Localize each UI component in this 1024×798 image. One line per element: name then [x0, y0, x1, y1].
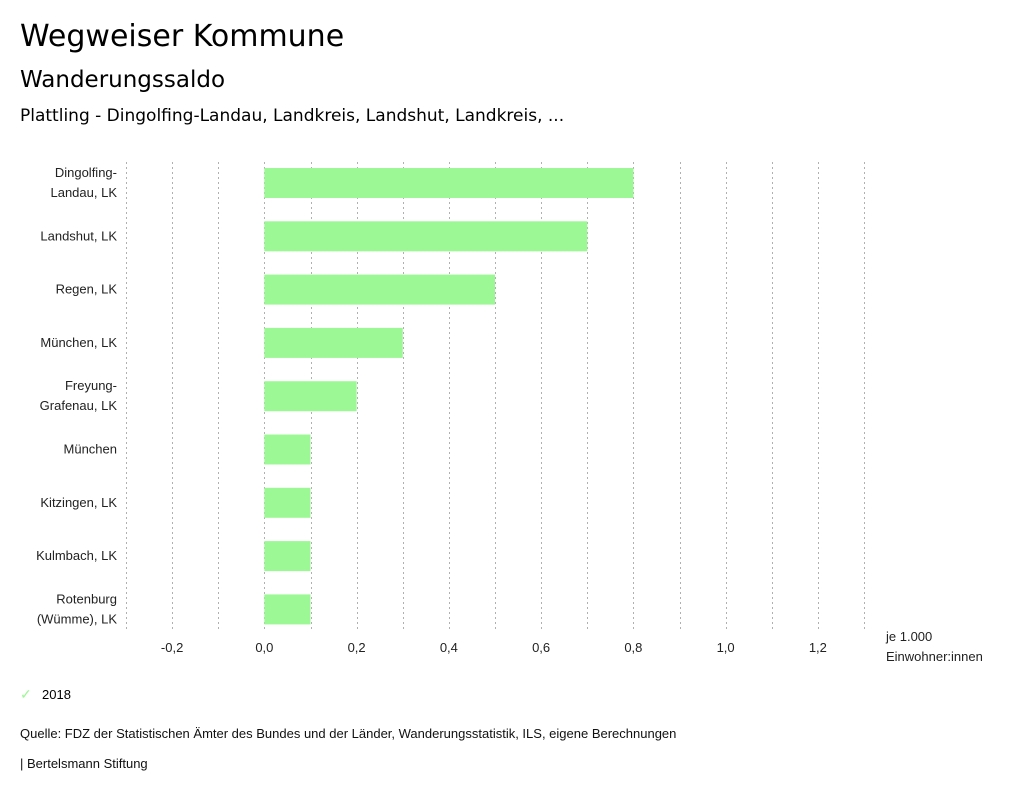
category-label: Dingolfing- — [55, 165, 117, 180]
bar-chart: Dingolfing- Landau, LK Landshut, LK Regen, … — [36, 162, 983, 664]
legend-label: 2018 — [42, 687, 71, 702]
bar[interactable] — [264, 327, 403, 358]
x-tick-label: 0,6 — [532, 640, 550, 655]
category-label: (Wümme), LK — [37, 611, 118, 626]
x-tick-label: 0,8 — [624, 640, 642, 655]
category-label: Landau, LK — [50, 185, 117, 200]
category-label: Freyung- — [65, 378, 117, 393]
bar[interactable] — [264, 594, 311, 625]
credit-note: | Bertelsmann Stiftung — [20, 756, 148, 771]
x-axis-label: je 1.000 — [885, 629, 932, 644]
category-label: Kulmbach, LK — [36, 548, 117, 563]
bar[interactable] — [264, 274, 495, 305]
bar[interactable] — [264, 381, 357, 412]
bar[interactable] — [264, 221, 588, 252]
category-labels: Dingolfing- Landau, LK Landshut, LK Regen, … — [36, 165, 117, 626]
x-tick-labels: -0,2 0,0 0,2 0,4 0,6 0,8 1,0 1,2 — [161, 640, 827, 655]
bar[interactable] — [264, 487, 311, 518]
legend[interactable]: ✓ 2018 — [20, 686, 71, 703]
x-axis-unit-label: je 1.000 Einwohner:innen — [885, 629, 983, 664]
check-icon: ✓ — [20, 686, 32, 702]
source-note: Quelle: FDZ der Statistischen Ämter des … — [20, 726, 677, 741]
category-label: München — [64, 442, 117, 457]
category-label: Regen, LK — [56, 282, 118, 297]
chart-subtitle: Wanderungssaldo — [20, 67, 226, 93]
page-title: Wegweiser Kommune — [20, 19, 345, 54]
bar[interactable] — [264, 541, 311, 572]
category-label: München, LK — [40, 335, 117, 350]
x-tick-label: 0,0 — [255, 640, 273, 655]
x-tick-label: 0,2 — [348, 640, 366, 655]
category-label: Landshut, LK — [40, 228, 117, 243]
category-label: Kitzingen, LK — [40, 495, 117, 510]
bars — [264, 168, 634, 625]
x-tick-label: 0,4 — [440, 640, 458, 655]
x-tick-label: -0,2 — [161, 640, 183, 655]
category-label: Rotenburg — [56, 591, 117, 606]
x-tick-label: 1,0 — [717, 640, 735, 655]
x-axis-label: Einwohner:innen — [886, 649, 983, 664]
x-tick-label: 1,2 — [809, 640, 827, 655]
region-context: Plattling - Dingolfing-Landau, Landkreis… — [20, 106, 565, 126]
bar[interactable] — [264, 434, 311, 465]
category-label: Grafenau, LK — [40, 398, 118, 413]
bar[interactable] — [264, 168, 634, 198]
